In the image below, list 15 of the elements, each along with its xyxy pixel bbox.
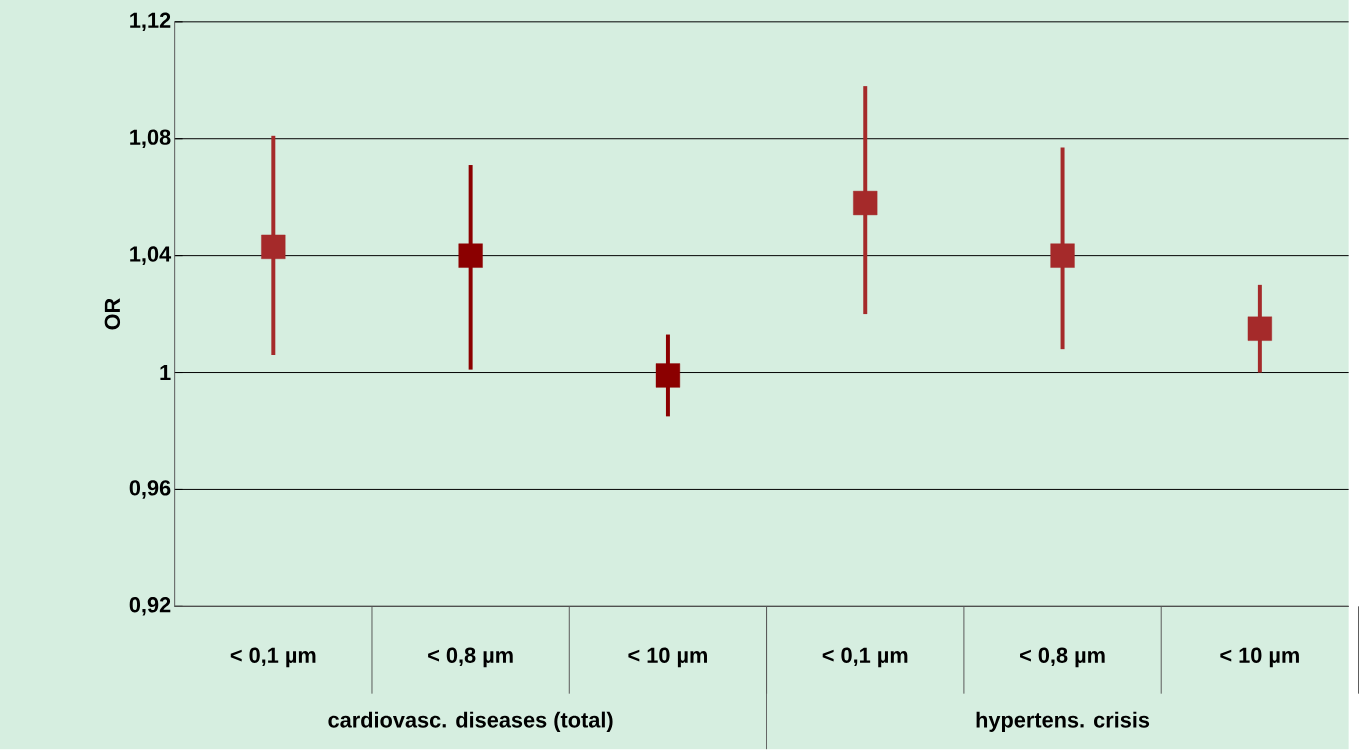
y-axis-title: OR	[104, 298, 121, 330]
x-tick-label: < 10 µm	[1220, 647, 1299, 668]
y-tick-label: 1,08	[130, 129, 171, 149]
y-tick-label: 0,92	[129, 597, 171, 616]
x-tick-label: < 0,8 µm	[1020, 647, 1105, 668]
text: cardiovasc. diseases (total)	[328, 711, 613, 733]
x-tick-label: < 0,8 µm	[428, 647, 513, 668]
y-tick-label: 0,96	[129, 480, 171, 499]
y-tick-label: 1,12	[130, 12, 171, 32]
x-tick-label: < 10 µm	[628, 647, 707, 668]
y-tick-label: 1,04	[130, 246, 172, 266]
y-tick-label: 1	[160, 365, 171, 381]
x-tick-label: < 0,1 µm	[822, 647, 908, 668]
text: hypertens. crisis	[976, 711, 1150, 733]
x-tick-label: < 0,1 µm	[230, 647, 316, 668]
